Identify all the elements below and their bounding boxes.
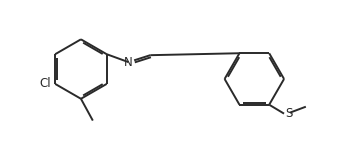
Text: S: S — [285, 107, 293, 120]
Text: N: N — [124, 56, 133, 69]
Text: Cl: Cl — [40, 77, 51, 90]
